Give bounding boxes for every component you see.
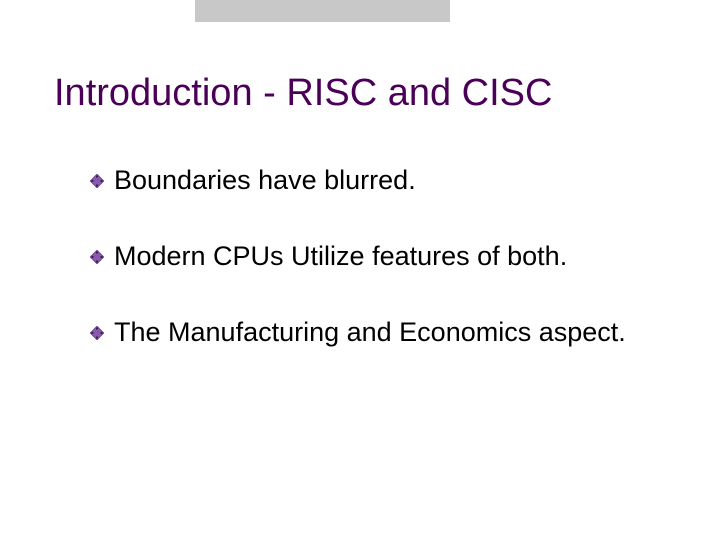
list-item: The Manufacturing and Economics aspect.: [90, 316, 650, 350]
list-item-text: Boundaries have blurred.: [114, 164, 416, 198]
bullet-icon: [90, 174, 104, 188]
slide-title: Introduction - RISC and CISC: [54, 72, 552, 115]
list-item-text: Modern CPUs Utilize features of both.: [114, 240, 567, 274]
list-item: Boundaries have blurred.: [90, 164, 650, 198]
slide-body: Boundaries have blurred. Modern CPUs Uti…: [90, 164, 650, 391]
slide: Introduction - RISC and CISC Boundaries …: [0, 0, 720, 540]
bullet-icon: [90, 326, 104, 340]
bullet-icon: [90, 250, 104, 264]
accent-bar: [195, 0, 450, 22]
list-item-text: The Manufacturing and Economics aspect.: [114, 316, 626, 350]
list-item: Modern CPUs Utilize features of both.: [90, 240, 650, 274]
